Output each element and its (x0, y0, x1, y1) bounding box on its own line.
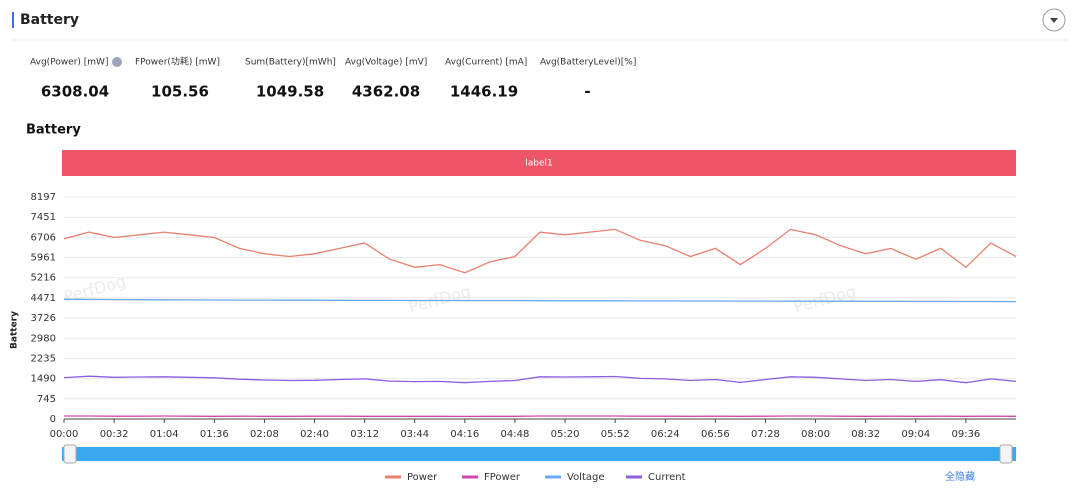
x-tick-label: 08:32 (851, 429, 880, 440)
x-tick-label: 01:04 (150, 429, 179, 440)
y-tick-label: 7451 (31, 212, 56, 223)
metric-label: Avg(Voltage) [mV] (345, 58, 427, 68)
y-axis-label: Battery (10, 311, 20, 349)
metric-value: - (584, 83, 590, 101)
metric-value: 6308.04 (41, 83, 109, 101)
metric-label: Sum(Battery)[mWh] (245, 58, 336, 68)
y-tick-label: 8197 (31, 192, 56, 203)
legend-label: Voltage (567, 472, 605, 483)
info-icon (112, 57, 122, 67)
metric-label: FPower(功耗) [mW] (135, 57, 220, 68)
x-tick-label: 00:32 (100, 429, 129, 440)
x-tick-label: 03:12 (350, 429, 379, 440)
metric-value: 1049.58 (256, 83, 324, 101)
x-tick-label: 05:52 (601, 429, 630, 440)
metric-value: 1446.19 (450, 83, 518, 101)
x-tick-label: 03:44 (400, 429, 429, 440)
slider-handle-left[interactable] (64, 445, 76, 463)
y-tick-label: 1490 (31, 374, 56, 385)
legend-label: Power (407, 472, 438, 483)
metric-label: Avg(BatteryLevel)[%] (540, 58, 636, 68)
legend-label: Current (648, 472, 686, 483)
x-tick-label: 02:08 (250, 429, 279, 440)
x-tick-label: 05:20 (551, 429, 580, 440)
metric-label: Avg(Power) [mW] (30, 58, 108, 68)
x-tick-label: 06:56 (701, 429, 730, 440)
x-tick-label: 09:36 (951, 429, 980, 440)
y-tick-label: 5216 (31, 273, 56, 284)
y-tick-label: 2980 (31, 333, 56, 344)
header-accent (12, 12, 14, 28)
header-title: Battery (20, 12, 79, 28)
x-tick-label: 01:36 (200, 429, 229, 440)
zoom-slider[interactable] (62, 447, 1016, 461)
x-tick-label: 02:40 (300, 429, 329, 440)
hide-all-button[interactable]: 全隐藏 (945, 470, 975, 483)
y-tick-label: 5961 (31, 253, 56, 264)
metric-value: 4362.08 (352, 83, 420, 101)
chart-title: Battery (26, 123, 81, 138)
x-tick-label: 04:48 (501, 429, 530, 440)
legend-label: FPower (484, 472, 521, 483)
x-tick-label: 06:24 (651, 429, 680, 440)
slider-handle-right[interactable] (1000, 445, 1012, 463)
x-tick-label: 07:28 (751, 429, 780, 440)
y-tick-label: 4471 (31, 293, 56, 304)
metric-label: Avg(Current) [mA] (445, 58, 527, 68)
y-tick-label: 745 (37, 394, 56, 405)
band-label: label1 (525, 159, 553, 169)
x-tick-label: 08:00 (801, 429, 830, 440)
y-tick-label: 6706 (31, 232, 56, 243)
x-tick-label: 04:16 (450, 429, 479, 440)
y-tick-label: 3726 (31, 313, 56, 324)
y-tick-label: 2235 (31, 353, 56, 364)
y-tick-label: 0 (50, 414, 56, 425)
x-tick-label: 09:04 (901, 429, 930, 440)
x-tick-label: 00:00 (50, 429, 79, 440)
metric-value: 105.56 (151, 83, 209, 101)
